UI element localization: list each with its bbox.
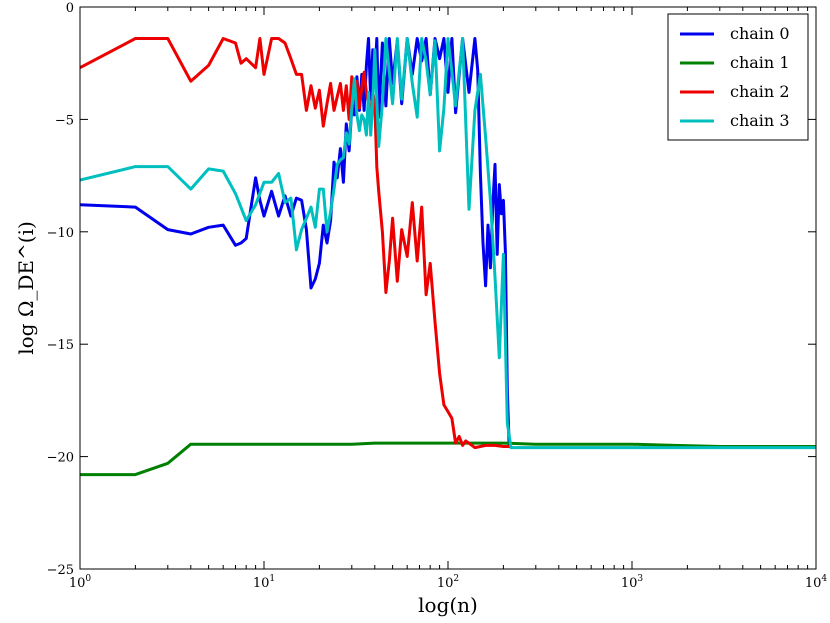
legend-label-0: chain 0 xyxy=(730,24,790,43)
x-tick-label-1: 101 xyxy=(253,574,275,591)
y-tick-label-5: −25 xyxy=(47,563,74,578)
legend-label-1: chain 1 xyxy=(730,53,790,72)
x-tick-label-3: 103 xyxy=(621,574,644,591)
y-tick-label-0: 0 xyxy=(66,1,74,16)
svg-text:log(n): log(n) xyxy=(418,593,478,617)
y-tick-label-4: −20 xyxy=(47,451,74,466)
series-line-0 xyxy=(80,37,511,448)
x-axis-title-text: log(n) xyxy=(418,593,478,617)
series-line-2 xyxy=(80,37,511,450)
x-tick-label-2: 102 xyxy=(437,574,459,591)
tick-labels: 100 101 102 103 104 0 −5 −10 −15 −20 −25 xyxy=(47,1,828,591)
legend-label-2: chain 2 xyxy=(730,82,790,101)
legend: chain 0 chain 1 chain 2 chain 3 xyxy=(667,13,809,141)
x-tick-label-4: 104 xyxy=(805,574,828,591)
y-tick-label-1: −5 xyxy=(55,113,74,128)
y-axis-title: log Ω_DE^(i) xyxy=(14,221,38,355)
y-tick-label-3: −15 xyxy=(47,338,74,353)
legend-label-3: chain 3 xyxy=(730,111,790,130)
x-axis-title: log(n) xyxy=(418,593,478,617)
ticks-layer xyxy=(79,6,817,570)
series-line-3 xyxy=(80,37,816,450)
y-axis-title-text: log Ω_DE^(i) xyxy=(14,221,38,355)
series-line-1 xyxy=(80,441,816,477)
series-layer xyxy=(80,37,816,477)
y-tick-label-2: −10 xyxy=(47,226,74,241)
x-tick-label-0: 100 xyxy=(69,574,92,591)
svg-text:log Ω_DE^(i): log Ω_DE^(i) xyxy=(14,221,38,355)
